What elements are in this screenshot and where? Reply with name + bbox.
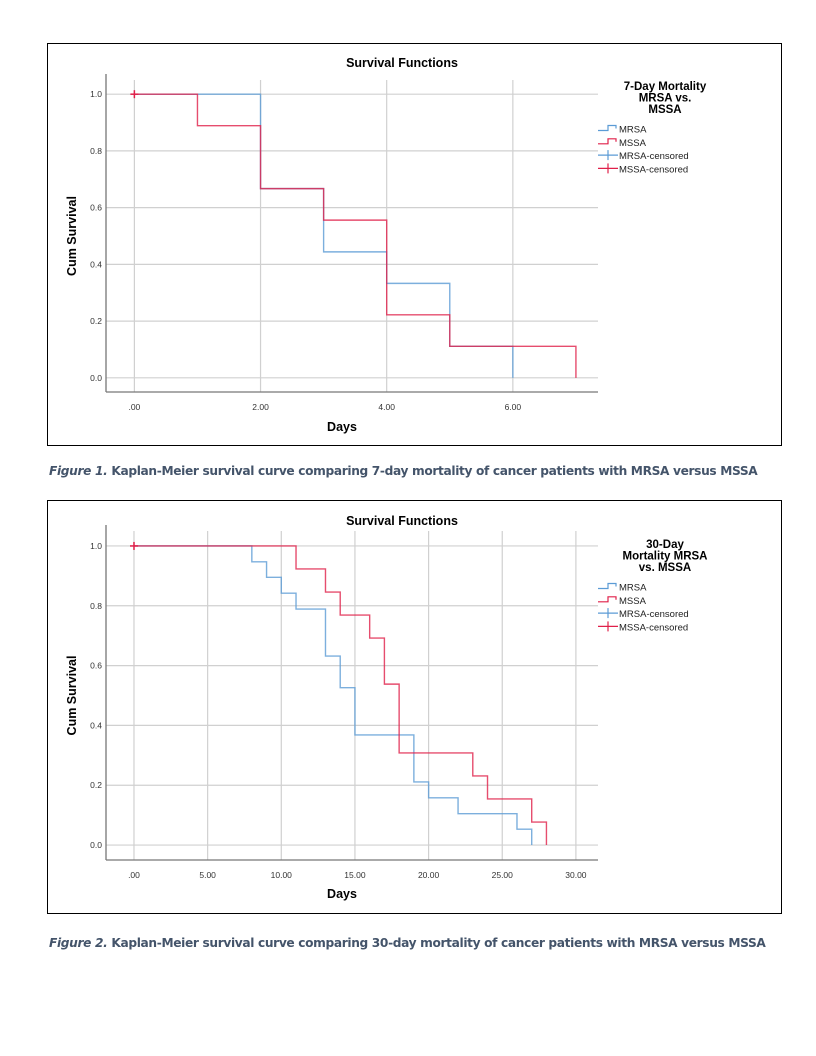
figure-2-caption: Figure 2. Kaplan-Meier survival curve com… bbox=[49, 936, 766, 950]
figure-2-label: Figure 2. bbox=[49, 936, 108, 950]
y-tick-label: 0.4 bbox=[90, 259, 102, 269]
legend-entry-mssa: MSSA bbox=[619, 138, 647, 149]
x-tick-label: 2.00 bbox=[252, 402, 269, 412]
y-tick-label: 0.2 bbox=[90, 780, 102, 790]
survival-curve-mrsa bbox=[134, 93, 514, 378]
legend-title-line: MRSA vs. bbox=[639, 93, 692, 105]
figure-1-caption-text: Kaplan-Meier survival curve comparing 7-… bbox=[111, 464, 758, 478]
x-tick-label: 6.00 bbox=[505, 402, 522, 412]
x-tick-label: .00 bbox=[128, 870, 140, 880]
legend-title-line: Mortality MRSA bbox=[623, 551, 708, 563]
y-tick-label: 0.8 bbox=[90, 146, 102, 156]
y-tick-label: 0.0 bbox=[90, 840, 102, 850]
figure-1-label: Figure 1. bbox=[49, 464, 108, 478]
x-tick-label: 10.00 bbox=[271, 870, 293, 880]
legend-swatch-mrsa bbox=[598, 124, 617, 132]
figure-1-survival-chart: Survival Functions 0.0 0.2 0.4 0.6 0.8 1.0 .00 2… bbox=[65, 56, 707, 434]
legend-entry-mrsa-censored: MRSA-censored bbox=[619, 151, 689, 162]
y-axis-label: Cum Survival bbox=[65, 656, 79, 736]
censored-mark-mssa bbox=[130, 90, 139, 99]
legend-swatch-mssa bbox=[598, 596, 617, 603]
legend-swatch-mssa bbox=[598, 138, 617, 145]
figure-1-caption: Figure 1. Kaplan-Meier survival curve com… bbox=[49, 464, 758, 478]
y-tick-label: 0.8 bbox=[90, 601, 102, 611]
x-tick-label: 15.00 bbox=[344, 870, 366, 880]
x-tick-label: .00 bbox=[128, 402, 140, 412]
legend-title-line: MSSA bbox=[648, 104, 681, 116]
x-tick-label: 4.00 bbox=[378, 402, 395, 412]
legend-title-line: vs. MSSA bbox=[639, 562, 691, 574]
y-tick-label: 1.0 bbox=[90, 541, 102, 551]
legend-entry-mssa-censored: MSSA-censored bbox=[619, 164, 688, 175]
y-tick-label: 0.6 bbox=[90, 203, 102, 213]
y-tick-label: 0.0 bbox=[90, 373, 102, 383]
y-tick-label: 0.2 bbox=[90, 316, 102, 326]
legend-swatch-mrsa bbox=[598, 582, 617, 590]
legend-title-line: 30-Day bbox=[646, 539, 684, 551]
legend-entry-mssa: MSSA bbox=[619, 596, 647, 607]
legend-entry-mssa-censored: MSSA-censored bbox=[619, 622, 688, 633]
x-tick-label: 5.00 bbox=[199, 870, 216, 880]
y-tick-label: 0.4 bbox=[90, 720, 102, 730]
survival-curve-mssa bbox=[133, 545, 548, 846]
survival-curve-mssa bbox=[134, 93, 577, 378]
chart-title: Survival Functions bbox=[346, 514, 458, 528]
figure-2-caption-text: Kaplan-Meier survival curve comparing 30… bbox=[111, 936, 766, 950]
x-tick-label: 20.00 bbox=[418, 870, 440, 880]
y-axis-label: Cum Survival bbox=[65, 196, 79, 276]
legend-entry-mrsa: MRSA bbox=[619, 125, 647, 136]
legend-entry-mrsa: MRSA bbox=[619, 583, 647, 594]
x-tick-label: 25.00 bbox=[492, 870, 514, 880]
y-tick-label: 1.0 bbox=[90, 89, 102, 99]
survival-curve-mrsa bbox=[133, 545, 533, 846]
x-axis-label: Days bbox=[327, 887, 357, 901]
censored-mark-mssa bbox=[129, 541, 138, 550]
x-tick-label: 30.00 bbox=[565, 870, 587, 880]
figure-2-survival-chart: Survival Functions 0.0 0.2 0.4 0.6 0.8 1.0 .00 5… bbox=[65, 514, 708, 901]
figure-2-chart-frame: Survival Functions 0.0 0.2 0.4 0.6 0.8 1.0 .00 5… bbox=[47, 500, 782, 914]
figure-1-chart-frame: Survival Functions 0.0 0.2 0.4 0.6 0.8 1.0 .00 2… bbox=[47, 43, 782, 446]
legend-title-line: 7-Day Mortality bbox=[624, 81, 707, 93]
legend-entry-mrsa-censored: MRSA-censored bbox=[619, 609, 689, 620]
y-tick-label: 0.6 bbox=[90, 661, 102, 671]
x-axis-label: Days bbox=[327, 420, 357, 434]
chart-title: Survival Functions bbox=[346, 56, 458, 70]
